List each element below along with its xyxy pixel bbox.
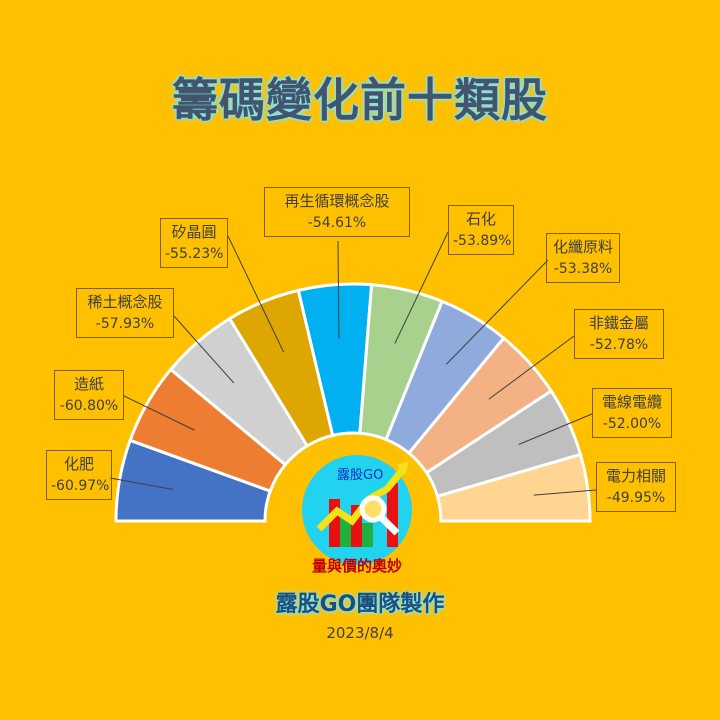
data-label-category: 石化 — [465, 210, 496, 228]
logo-brand-text: 露股GO — [337, 468, 383, 483]
data-label-category: 矽晶圓 — [171, 223, 217, 241]
data-label-category: 稀土概念股 — [87, 293, 163, 311]
leader-line — [446, 259, 549, 365]
data-label: 電線電纜 -52.00% — [592, 388, 672, 438]
data-label: 電力相關 -49.95% — [596, 462, 676, 512]
data-label: 造紙 -60.80% — [54, 370, 124, 420]
data-label-value: -54.61% — [307, 215, 367, 231]
data-label-value: -53.89% — [453, 233, 512, 249]
data-label-value: -49.95% — [606, 490, 666, 506]
leader-line — [227, 235, 285, 353]
brand-logo: 露股GO 量與價的奧妙 — [302, 455, 412, 575]
leader-line — [123, 395, 195, 431]
data-label-category: 化纖原料 — [552, 238, 613, 256]
credit-text: 露股GO團隊製作 — [275, 592, 445, 617]
logo-slogan: 量與價的奧妙 — [312, 557, 402, 575]
data-label: 石化 -53.89% — [448, 205, 514, 255]
data-label: 矽晶圓 -55.23% — [160, 218, 228, 268]
data-label: 化纖原料 -53.38% — [546, 233, 620, 283]
data-label-category: 造紙 — [73, 375, 104, 393]
data-label-value: -55.23% — [165, 246, 224, 262]
leader-line — [337, 240, 340, 340]
leader-line — [533, 489, 597, 496]
leader-line — [173, 315, 235, 384]
data-label-value: -52.00% — [602, 416, 662, 432]
data-label-value: -60.97% — [51, 478, 110, 494]
slice-9 — [435, 452, 592, 523]
leader-line — [109, 477, 174, 490]
data-label-category: 電力相關 — [605, 467, 666, 485]
data-label: 化肥 -60.97% — [46, 450, 112, 500]
data-label-value: -52.78% — [589, 337, 649, 353]
data-label-value: -60.80% — [59, 398, 119, 414]
data-label: 稀土概念股 -57.93% — [76, 288, 174, 338]
leader-line — [394, 231, 449, 344]
data-label: 再生循環概念股 -54.61% — [264, 187, 410, 237]
data-label-value: -57.93% — [95, 316, 155, 332]
data-label-category: 再生循環概念股 — [284, 192, 390, 210]
leader-line — [488, 335, 575, 400]
page-title: 籌碼變化前十類股 — [172, 73, 548, 127]
data-label-value: -53.38% — [553, 261, 613, 277]
data-label-category: 化肥 — [63, 455, 94, 473]
leader-line — [518, 413, 593, 445]
data-label: 非鐵金屬 -52.78% — [574, 309, 664, 359]
data-label-category: 非鐵金屬 — [588, 314, 649, 332]
data-label-category: 電線電纜 — [601, 393, 662, 411]
date-text: 2023/8/4 — [326, 624, 394, 642]
